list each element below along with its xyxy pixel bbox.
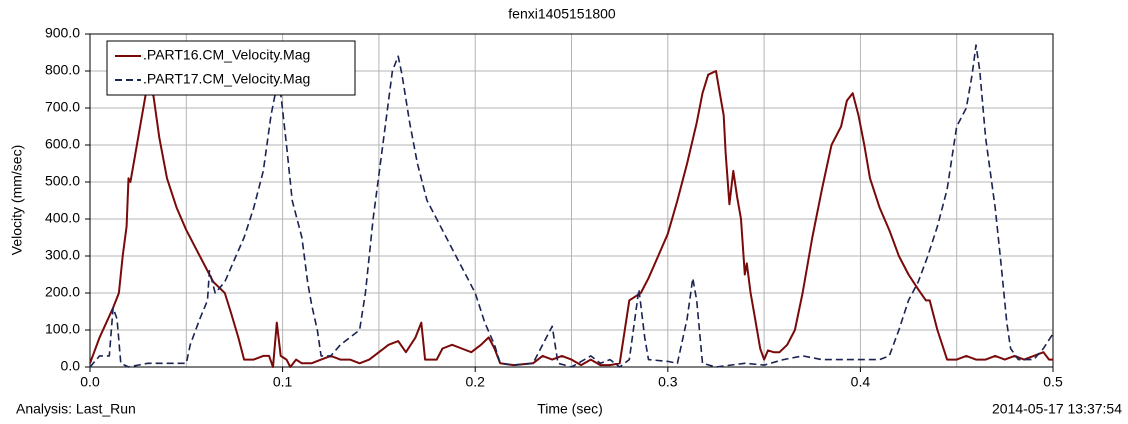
x-tick-label: 0.3: [658, 374, 678, 390]
y-tick-label: 200.0: [45, 284, 80, 300]
legend-box: [106, 40, 356, 96]
x-tick-label: 0.0: [80, 374, 100, 390]
y-tick-label: 500.0: [45, 173, 80, 189]
x-axis-label: Time (sec): [537, 401, 603, 417]
chart-title: fenxi1405151800: [508, 6, 616, 22]
legend-label: .PART16.CM_Velocity.Mag: [143, 47, 310, 63]
y-tick-label: 300.0: [45, 247, 80, 263]
x-tick-label: 0.4: [851, 374, 871, 390]
footer-left: Analysis: Last_Run: [16, 401, 136, 417]
x-tick-label: 0.5: [1043, 374, 1063, 390]
series-line: [89, 70, 1053, 368]
y-tick-label: 900.0: [45, 25, 80, 41]
x-tick-label: 0.1: [273, 374, 293, 390]
y-tick-label: 700.0: [45, 99, 80, 115]
y-tick-label: 800.0: [45, 62, 80, 78]
legend-label: .PART17.CM_Velocity.Mag: [143, 71, 310, 87]
y-tick-label: 0.0: [61, 358, 81, 374]
x-tick-label: 0.2: [465, 374, 485, 390]
footer-right: 2014-05-17 13:37:54: [992, 401, 1122, 417]
y-tick-label: 600.0: [45, 136, 80, 152]
y-axis-label: Velocity (mm/sec): [9, 145, 25, 255]
y-tick-label: 100.0: [45, 321, 80, 337]
y-tick-label: 400.0: [45, 210, 80, 226]
series-line: [89, 44, 1054, 368]
